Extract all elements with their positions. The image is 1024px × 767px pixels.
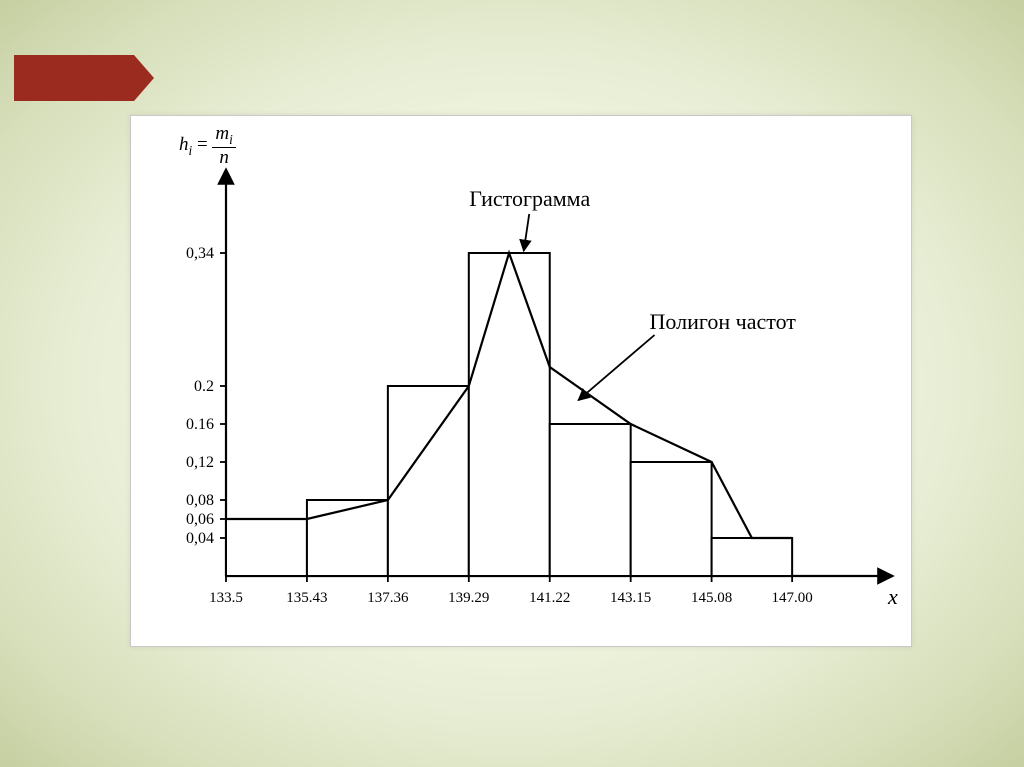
histogram-bar [469,253,550,576]
y-tick-label: 0.2 [194,378,214,395]
x-axis-label: x [887,584,898,609]
histogram-bar [307,500,388,576]
y-tick-label: 0,34 [186,245,214,262]
y-tick-label: 0,12 [186,454,214,471]
chart-panel: 0,04 0,06 0,08 0,12 0.16 0.2 0,34 133.5 135.43 13… [130,115,912,647]
x-tick-label: 135.43 [286,590,327,606]
histogram-annotation: Гистограмма [469,186,590,211]
slide: 0,04 0,06 0,08 0,12 0.16 0.2 0,34 133.5 135.43 13… [0,0,1024,767]
histogram-bar [550,424,631,576]
x-tick-label: 137.36 [367,590,409,606]
histogram-chart: 0,04 0,06 0,08 0,12 0.16 0.2 0,34 133.5 135.43 13… [131,116,911,646]
x-tick-label: 147.00 [772,590,813,606]
x-tick-label: 133.5 [209,590,243,606]
histogram-arrow [524,214,529,251]
y-tick-label: 0.16 [186,416,214,433]
polygon-annotation: Полигон частот [650,309,797,334]
histogram-bar [226,519,307,576]
histogram-bar [631,462,712,576]
y-axis-formula: hi = mi n [179,124,236,168]
histogram-bar [712,538,793,576]
ribbon-shape [14,55,154,101]
y-tick-label: 0,06 [186,511,214,528]
x-tick-label: 139.29 [448,590,489,606]
polygon-arrow [578,335,654,400]
x-tick-label: 141.22 [529,590,570,606]
y-tick-label: 0,04 [186,530,214,547]
x-tick-label: 143.15 [610,590,651,606]
x-tick-label: 145.08 [691,590,732,606]
y-tick-label: 0,08 [186,492,214,509]
